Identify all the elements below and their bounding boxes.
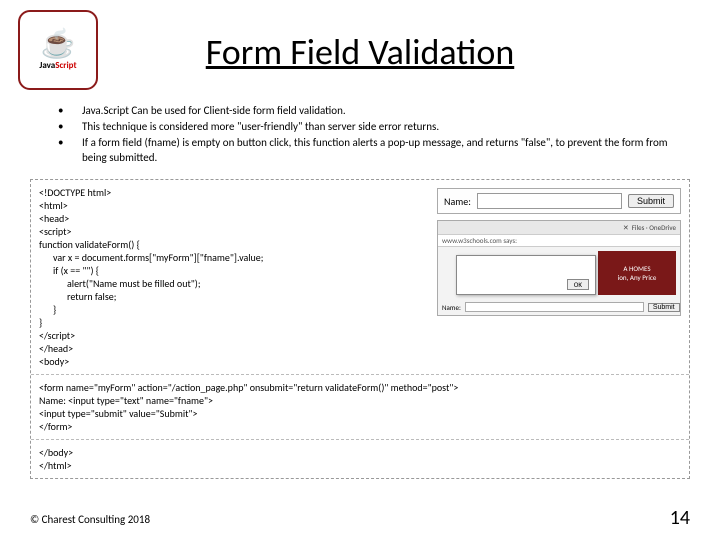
name-label: Name: [444,195,471,208]
submit-button[interactable]: Submit [648,303,680,312]
alert-ok-button[interactable]: OK [567,279,589,290]
javascript-logo: ☕ JavaScript [18,10,98,90]
coffee-cup-icon: ☕ [41,30,76,58]
page-number: 14 [670,506,690,530]
code-example-box: <!DOCTYPE html> <html> <head> <script> f… [30,179,690,479]
code-form-block: <form name="myForm" action="/action_page… [39,381,681,433]
name-input[interactable] [465,302,644,312]
copyright-footer: © Charest Consulting 2018 [30,513,150,526]
ad-banner: A HOMES ion, Any Price [598,251,676,295]
bullet-item: If a form field (fname) is empty on butt… [82,136,690,166]
code-end-block: </body> </html> [39,446,681,472]
submit-button[interactable]: Submit [628,194,674,208]
slide-title: Form Field Validation [30,30,690,74]
logo-text: JavaScript [39,60,76,71]
form-preview-simple: Name: Submit [437,188,681,214]
bullet-list: •Java.Script Can be used for Client-side… [58,104,690,165]
name-label: Name: [442,303,461,312]
browser-alert-preview: ✕Files · OneDrive www.w3schools.com says… [437,220,681,316]
name-input[interactable] [477,193,622,209]
alert-origin: www.w3schools.com says: [438,235,680,247]
code-block: <!DOCTYPE html> <html> <head> <script> f… [39,186,429,368]
bullet-item: This technique is considered more "user-… [82,120,439,135]
browser-topbar: ✕Files · OneDrive [438,221,680,235]
alert-dialog: OK [456,255,596,295]
bullet-item: Java.Script Can be used for Client-side … [82,104,346,119]
